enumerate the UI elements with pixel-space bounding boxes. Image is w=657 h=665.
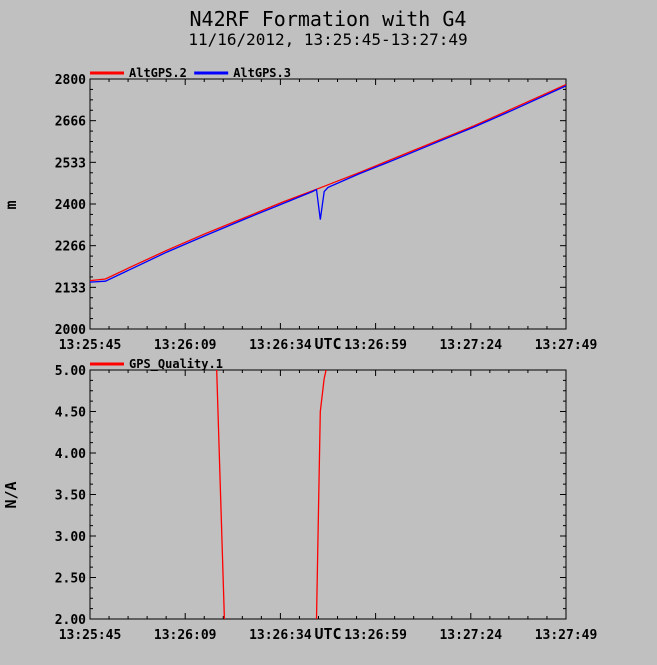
x-tick-label: 13:26:34	[249, 628, 312, 643]
y-tick-label: 3.00	[55, 530, 86, 545]
x-tick-label: 13:26:59	[344, 628, 407, 643]
x-tick-label: 13:27:49	[535, 338, 598, 353]
y-tick-label: 2400	[55, 198, 86, 213]
y-tick-label: 4.00	[55, 447, 86, 462]
x-tick-label: 13:26:09	[154, 628, 217, 643]
y-tick-label: 3.50	[55, 489, 86, 504]
x-tick-label: 13:27:24	[439, 628, 502, 643]
y-tick-label: 2000	[55, 323, 86, 338]
y-tick-label: 2533	[55, 156, 86, 171]
chart-title: N42RF Formation with G4	[190, 7, 467, 31]
y-tick-label: 2800	[55, 73, 86, 88]
chart-subtitle: 11/16/2012, 13:25:45-13:27:49	[188, 30, 467, 49]
legend-label: AltGPS.2	[129, 66, 187, 80]
y-axis-label: N/A	[2, 481, 20, 508]
legend-label: GPS_Quality.1	[129, 357, 223, 372]
y-tick-label: 2.50	[55, 572, 86, 587]
legend-label: AltGPS.3	[233, 66, 291, 80]
y-tick-label: 2666	[55, 115, 86, 130]
x-tick-label: 13:26:34	[249, 338, 312, 353]
x-axis-label: UTC	[314, 335, 341, 353]
altitude-panel: 2000 2133 2266 2400 2533 2666 2800 13:25:45 13:2…	[2, 66, 597, 353]
x-tick-label: 13:27:24	[439, 338, 502, 353]
x-tick-label: 13:25:45	[59, 338, 122, 353]
y-tick-label: 2266	[55, 240, 86, 255]
y-tick-label: 2.00	[55, 613, 86, 628]
x-tick-label: 13:25:45	[59, 628, 122, 643]
x-axis-label: UTC	[314, 625, 341, 643]
x-tick-label: 13:26:59	[344, 338, 407, 353]
y-axis-label: m	[2, 200, 20, 209]
series-line	[90, 84, 566, 282]
y-tick-label: 4.50	[55, 406, 86, 421]
y-tick-label: 2133	[55, 281, 86, 296]
x-tick-label: 13:26:09	[154, 338, 217, 353]
y-tick-label: 5.00	[55, 364, 86, 379]
gps-quality-panel: 2.00 2.50 3.00 3.50 4.00 4.50 5.00 13:25:45 13:2…	[2, 357, 597, 643]
plot-frame	[89, 369, 567, 620]
series-line	[315, 370, 327, 619]
series-line	[90, 85, 566, 283]
x-tick-label: 13:27:49	[535, 628, 598, 643]
series-line	[216, 370, 226, 619]
